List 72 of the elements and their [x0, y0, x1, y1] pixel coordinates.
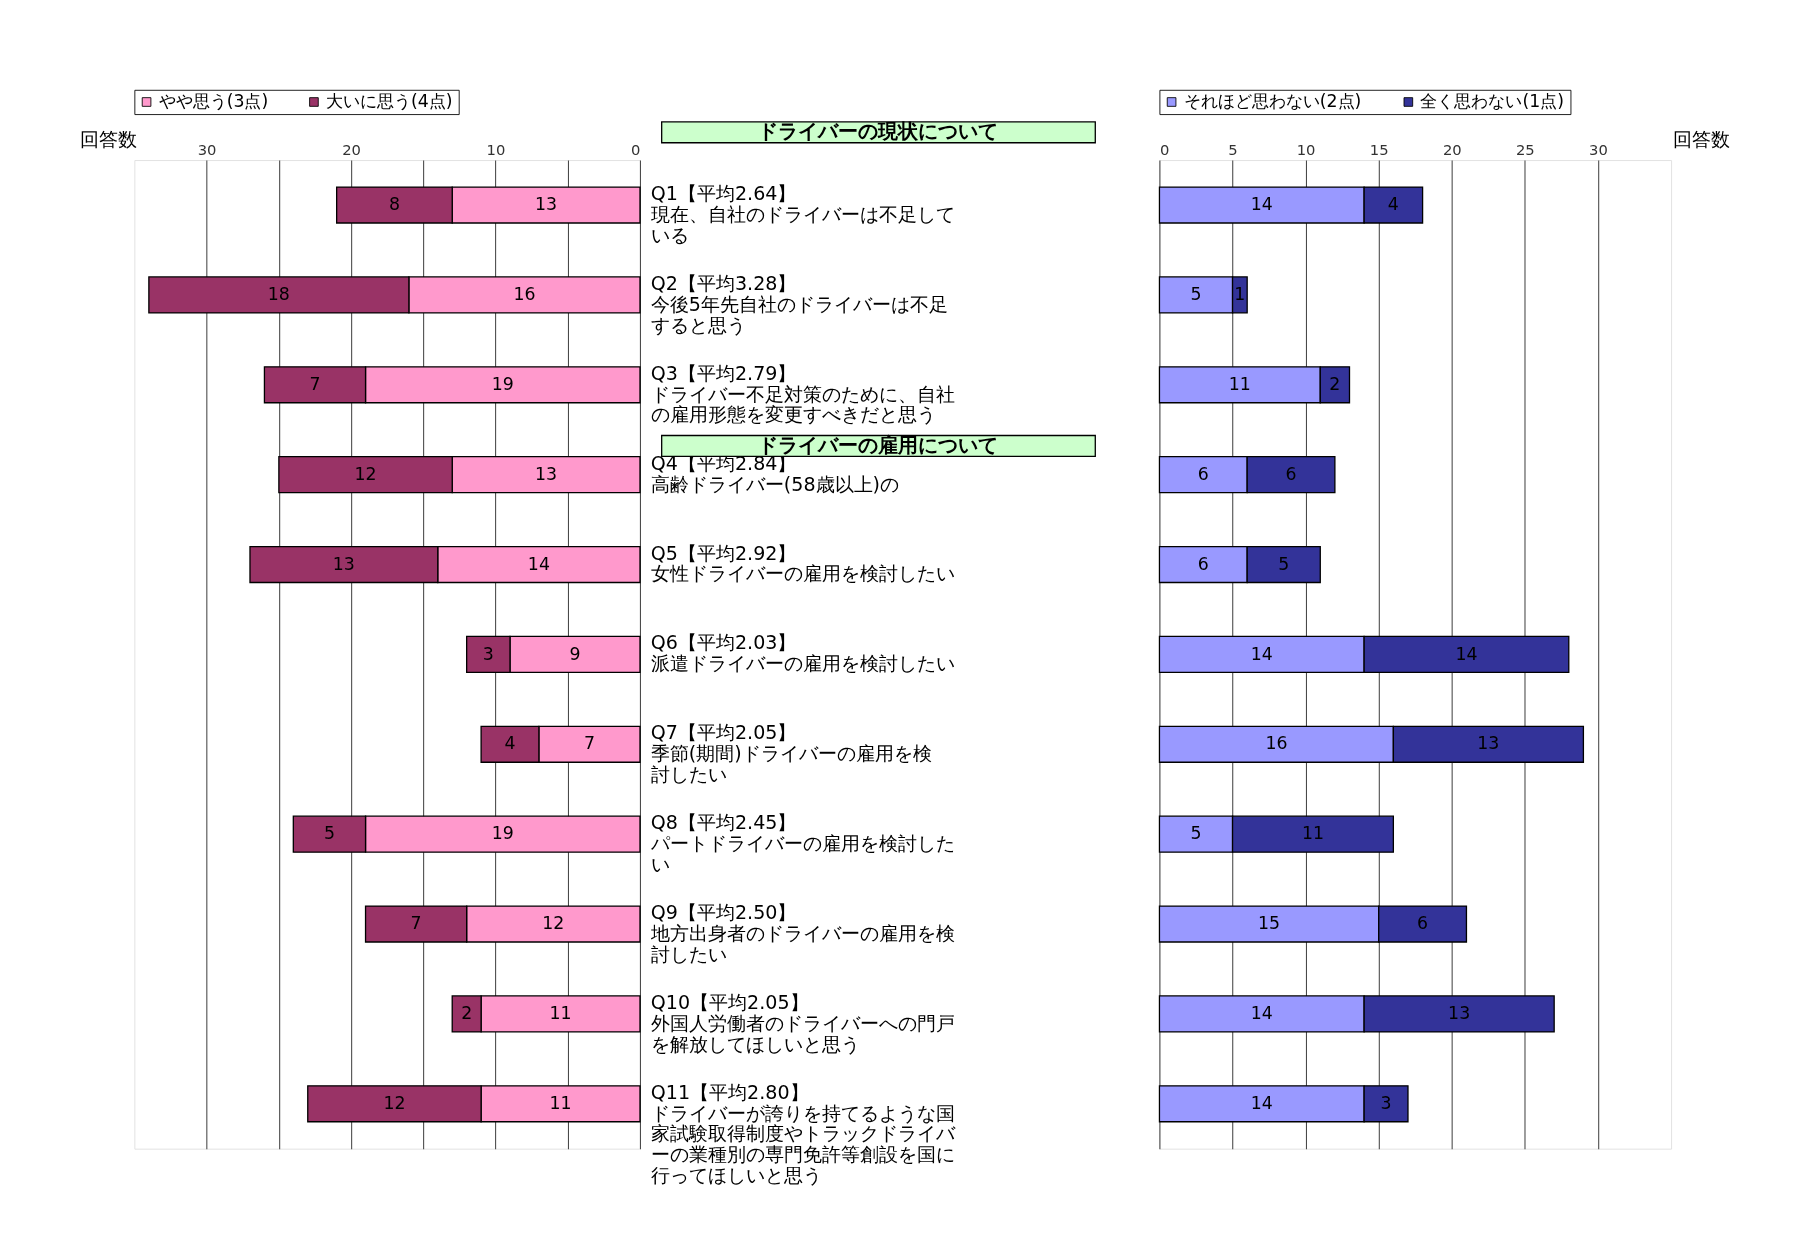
x-tick-label: 30: [197, 141, 217, 159]
text: ドライバーの現状について: [758, 119, 999, 144]
legend-label: やや思う(3点): [158, 91, 269, 112]
y-tick-label: Q1【平均2.64】現在、自社のドライバーは不足している: [650, 182, 955, 246]
data-label: 6: [1197, 463, 1209, 484]
data-label: 4: [504, 733, 516, 754]
legend-label: 全く思わない(1点): [1420, 91, 1565, 112]
data-label: 14: [1250, 1092, 1273, 1113]
y-tick-label: Q6【平均2.03】派遣ドライバーの雇用を検討したい: [650, 631, 955, 675]
x-tick-label: 25: [1515, 141, 1535, 159]
data-label: 13: [1477, 733, 1500, 754]
data-label: 8: [388, 194, 400, 215]
y-tick-label: Q8【平均2.45】パートドライバーの雇用を検討したい: [649, 811, 955, 875]
data-label: 3: [482, 643, 494, 664]
data-label: 19: [491, 823, 514, 844]
x-axis-title: 回答数: [1673, 127, 1731, 150]
data-label: 13: [1448, 1003, 1471, 1024]
legend-label: それほど思わない(2点): [1183, 91, 1362, 112]
data-label: 13: [535, 194, 558, 215]
data-label: 9: [569, 643, 581, 664]
data-label: 7: [309, 373, 321, 394]
data-label: 5: [1278, 553, 1290, 574]
data-label: 18: [267, 284, 290, 305]
y-tick-label: Q11【平均2.80】ドライバーが誇りを持てるような国家試験取得制度やトラックドライバーの業種別の専門免許等創設を国に行ってほしいと思う: [650, 1080, 956, 1187]
y-tick-label: Q5【平均2.92】女性ドライバーの雇用を検討したい: [650, 541, 955, 585]
data-label: 7: [410, 913, 422, 934]
x-tick-label: 10: [486, 141, 506, 159]
data-label: 12: [383, 1092, 406, 1113]
data-label: 3: [1380, 1092, 1392, 1113]
data-label: 16: [513, 284, 536, 305]
data-label: 11: [549, 1092, 572, 1113]
x-axis-title: 回答数: [79, 127, 137, 150]
x-tick-label: 5: [1228, 141, 1238, 159]
y-tick-label: Q7【平均2.05】季節(期間)ドライバーの雇用を検討したい: [650, 721, 932, 785]
data-label: 11: [1301, 823, 1324, 844]
data-label: 13: [332, 553, 355, 574]
data-label: 6: [1197, 553, 1209, 574]
x-tick-label: 10: [1296, 141, 1316, 159]
y-tick-label: Q2【平均3.28】今後5年先自社のドライバーは不足すると思う: [650, 271, 948, 336]
data-label: 6: [1417, 913, 1429, 934]
x-tick-label: 0: [631, 141, 641, 159]
legend-label: 大いに思う(4点): [326, 91, 453, 112]
data-label: 11: [549, 1003, 572, 1024]
y-tick-label: Q10【平均2.05】外国人労働者のドライバーへの門戸を解放してほしいと思う: [650, 990, 955, 1055]
data-label: 2: [461, 1003, 473, 1024]
data-label: 19: [491, 373, 514, 394]
data-label: 14: [1250, 1003, 1273, 1024]
data-label: 5: [323, 823, 335, 844]
data-label: 16: [1265, 733, 1288, 754]
data-label: 6: [1285, 463, 1297, 484]
data-label: 7: [583, 733, 595, 754]
data-label: 14: [1455, 643, 1478, 664]
data-label: 14: [1250, 643, 1273, 664]
y-tick-label: Q9【平均2.50】地方出身者のドライバーの雇用を検討したい: [649, 901, 955, 965]
data-label: 2: [1329, 373, 1341, 394]
x-tick-label: 30: [1589, 141, 1608, 159]
data-label: 12: [542, 913, 565, 934]
data-label: 1: [1234, 284, 1246, 305]
data-label: 11: [1228, 373, 1251, 394]
x-tick-label: 20: [342, 141, 361, 159]
data-label: 13: [535, 463, 558, 484]
x-tick-label: 20: [1442, 141, 1462, 159]
data-label: 5: [1190, 823, 1202, 844]
data-label: 15: [1258, 913, 1281, 934]
data-label: 14: [527, 553, 550, 574]
data-label: 14: [1250, 194, 1273, 215]
x-tick-label: 0: [1159, 141, 1170, 159]
data-label: 12: [354, 463, 377, 484]
x-tick-label: 15: [1369, 141, 1389, 159]
data-label: 5: [1190, 284, 1202, 305]
y-tick-label: Q3【平均2.79】ドライバー不足対策のために、自社の雇用形態を変更すべきだと思う: [650, 361, 955, 426]
data-label: 4: [1387, 194, 1399, 215]
